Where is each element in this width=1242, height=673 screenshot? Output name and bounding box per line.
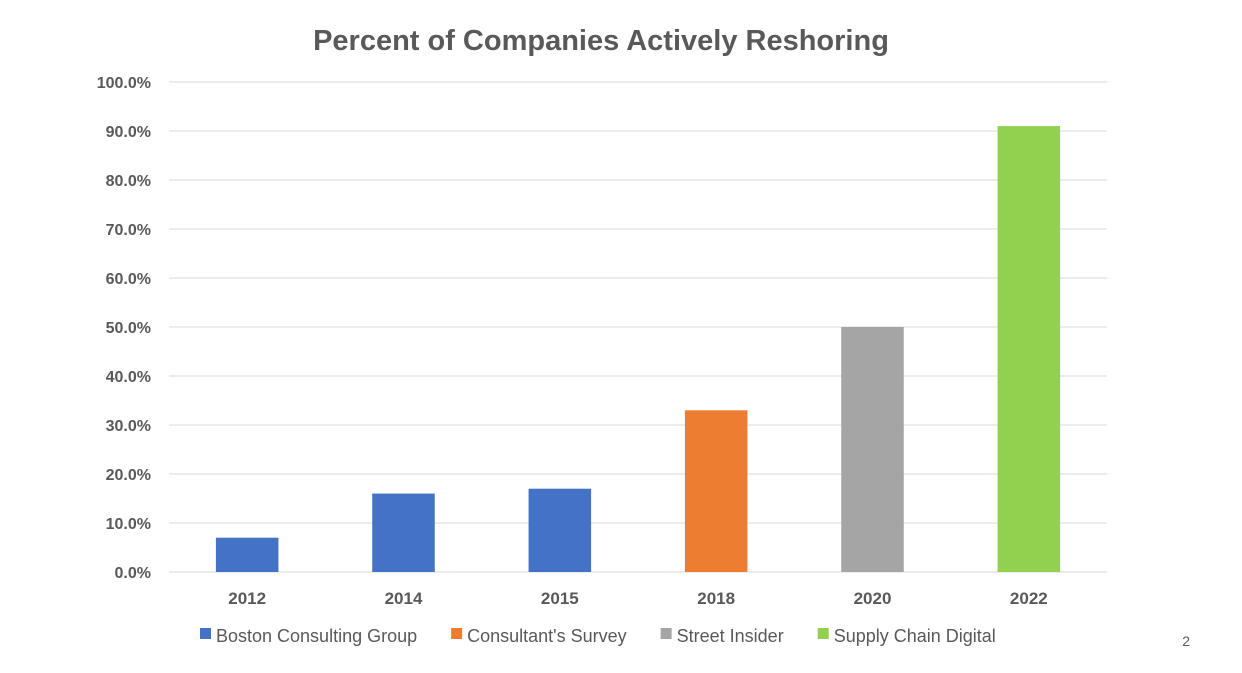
- x-tick-label: 2022: [1010, 589, 1048, 608]
- legend-swatch: [817, 628, 829, 639]
- bar-2014: [372, 493, 435, 572]
- y-axis: 0.0% 10.0% 20.0% 30.0% 40.0% 50.0% 60.0% 70.0% 8…: [97, 75, 151, 582]
- y-tick-label: 10.0%: [106, 516, 151, 533]
- y-tick-label: 70.0%: [106, 222, 151, 239]
- gridlines: [169, 81, 1107, 573]
- bar-2018: [684, 410, 748, 572]
- y-tick-label: 100.0%: [97, 75, 151, 92]
- y-tick-label: 40.0%: [106, 369, 151, 386]
- x-tick-label: 2012: [228, 589, 266, 608]
- page-number: 2: [1182, 633, 1190, 649]
- bar-2022: [997, 126, 1061, 572]
- legend-label: Street Insider: [677, 626, 784, 646]
- chart-title: Percent of Companies Actively Reshoring: [313, 25, 889, 57]
- y-tick-label: 0.0%: [115, 565, 151, 582]
- x-tick-label: 2018: [697, 589, 735, 608]
- legend-label: Boston Consulting Group: [216, 626, 417, 646]
- legend: Boston Consulting Group Consultant's Surv…: [200, 626, 996, 646]
- bar-2012: [215, 537, 279, 572]
- legend-swatch: [200, 628, 211, 639]
- y-tick-label: 60.0%: [106, 271, 151, 288]
- x-tick-label: 2020: [854, 589, 892, 608]
- y-tick-label: 20.0%: [106, 467, 151, 484]
- y-tick-label: 90.0%: [106, 124, 151, 141]
- y-tick-label: 50.0%: [106, 320, 151, 337]
- bars: [215, 126, 1061, 572]
- x-tick-label: 2015: [541, 589, 579, 608]
- legend-swatch: [451, 628, 463, 639]
- bar-2015: [528, 488, 592, 572]
- y-tick-label: 80.0%: [106, 173, 151, 190]
- legend-swatch: [660, 628, 672, 639]
- legend-label: Supply Chain Digital: [834, 626, 996, 646]
- x-tick-label: 2014: [385, 589, 423, 608]
- y-tick-label: 30.0%: [106, 418, 151, 435]
- bar-2020: [841, 327, 904, 572]
- x-axis: 2012 2014 2015 2018 2020 2022: [228, 589, 1047, 608]
- legend-label: Consultant's Survey: [467, 626, 627, 646]
